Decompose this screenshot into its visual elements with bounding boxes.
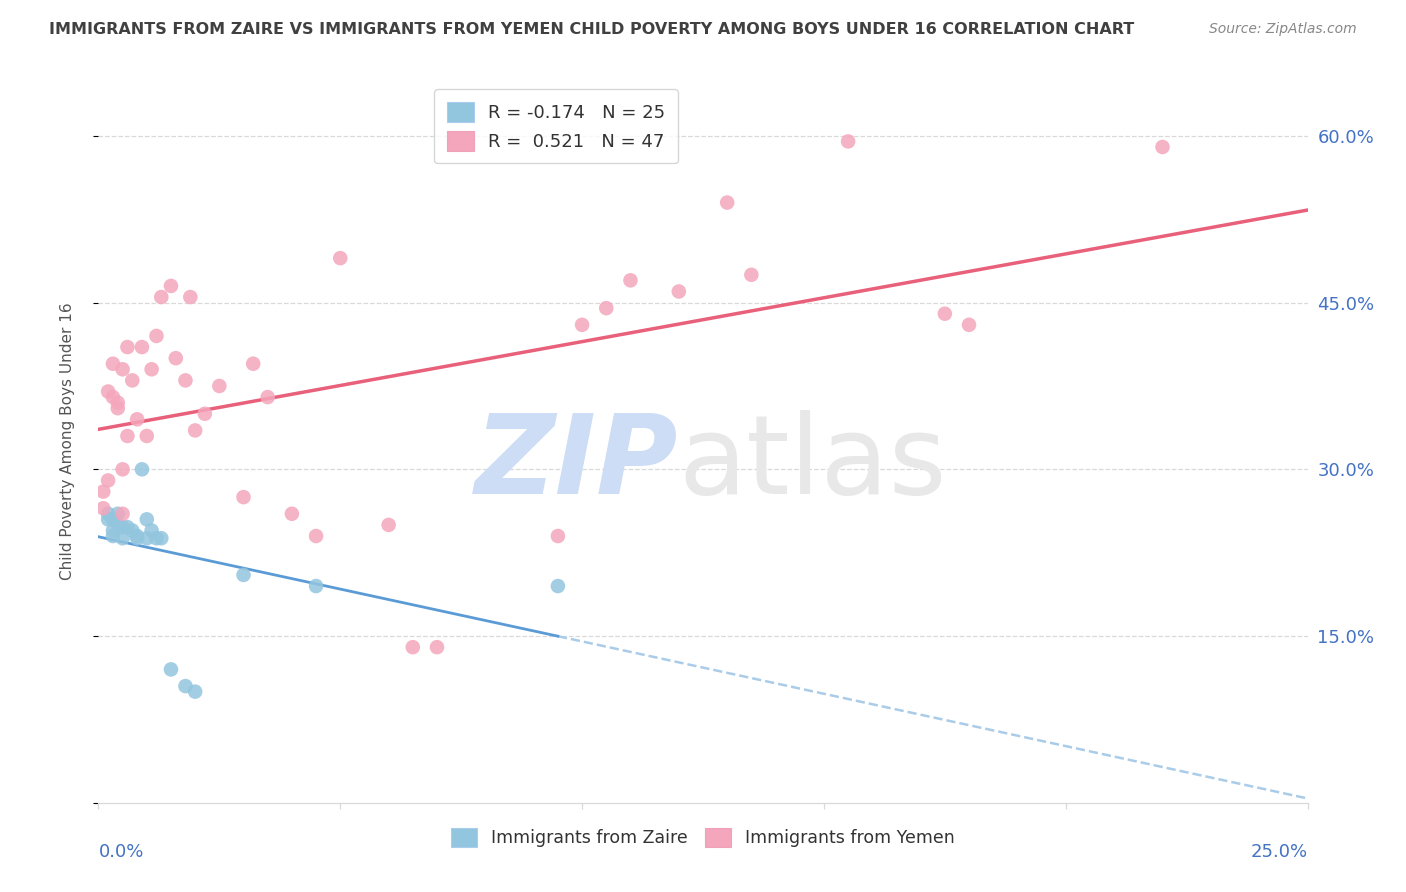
Text: atlas: atlas <box>679 409 948 516</box>
Point <box>957 318 980 332</box>
Point <box>426 640 449 655</box>
Point <box>101 512 124 526</box>
Point <box>184 424 207 438</box>
Point <box>281 507 304 521</box>
Point <box>97 507 120 521</box>
Point <box>91 501 114 516</box>
Point <box>107 517 129 532</box>
Point <box>111 531 134 545</box>
Point <box>547 579 569 593</box>
Point <box>107 395 129 409</box>
Point <box>135 512 157 526</box>
Point <box>121 373 143 387</box>
Point <box>127 531 149 545</box>
Point <box>101 357 124 371</box>
Point <box>740 268 762 282</box>
Point <box>97 384 120 399</box>
Point <box>97 512 120 526</box>
Point <box>117 429 139 443</box>
Point <box>117 520 139 534</box>
Point <box>184 684 207 698</box>
Point <box>150 290 173 304</box>
Point <box>668 285 690 299</box>
Point <box>145 329 167 343</box>
Point <box>165 351 187 366</box>
Point <box>111 462 134 476</box>
Text: IMMIGRANTS FROM ZAIRE VS IMMIGRANTS FROM YEMEN CHILD POVERTY AMONG BOYS UNDER 16: IMMIGRANTS FROM ZAIRE VS IMMIGRANTS FROM… <box>49 22 1135 37</box>
Point <box>127 412 149 426</box>
Point <box>208 379 231 393</box>
Point <box>141 524 163 538</box>
Point <box>716 195 738 210</box>
Point <box>141 362 163 376</box>
Point <box>194 407 217 421</box>
Point <box>305 579 328 593</box>
Point <box>305 529 328 543</box>
Point <box>111 362 134 376</box>
Point <box>402 640 425 655</box>
Point <box>242 357 264 371</box>
Point <box>111 507 134 521</box>
Point <box>160 279 183 293</box>
Point <box>619 273 641 287</box>
Point <box>160 662 183 676</box>
Point <box>179 290 201 304</box>
Text: Source: ZipAtlas.com: Source: ZipAtlas.com <box>1209 22 1357 37</box>
Point <box>232 490 254 504</box>
Point <box>97 474 120 488</box>
Point <box>117 340 139 354</box>
Point <box>547 529 569 543</box>
Point <box>145 531 167 545</box>
Text: ZIP: ZIP <box>475 409 679 516</box>
Point <box>377 517 399 532</box>
Text: 25.0%: 25.0% <box>1250 843 1308 861</box>
Point <box>91 484 114 499</box>
Point <box>934 307 956 321</box>
Point <box>571 318 593 332</box>
Point <box>101 529 124 543</box>
Point <box>131 340 153 354</box>
Point <box>595 301 617 315</box>
Point <box>837 135 859 149</box>
Point <box>107 401 129 416</box>
Point <box>1152 140 1174 154</box>
Point <box>101 524 124 538</box>
Point <box>150 531 173 545</box>
Point <box>131 462 153 476</box>
Point <box>127 529 149 543</box>
Point <box>256 390 278 404</box>
Point <box>174 373 197 387</box>
Point <box>107 507 129 521</box>
Point <box>121 524 143 538</box>
Point <box>174 679 197 693</box>
Y-axis label: Child Poverty Among Boys Under 16: Child Poverty Among Boys Under 16 <box>60 302 75 581</box>
Point <box>135 429 157 443</box>
Point <box>232 568 254 582</box>
Point <box>329 251 352 265</box>
Point <box>101 390 124 404</box>
Point <box>111 520 134 534</box>
Text: 0.0%: 0.0% <box>98 843 143 861</box>
Point <box>135 531 157 545</box>
Legend: Immigrants from Zaire, Immigrants from Yemen: Immigrants from Zaire, Immigrants from Y… <box>439 815 967 859</box>
